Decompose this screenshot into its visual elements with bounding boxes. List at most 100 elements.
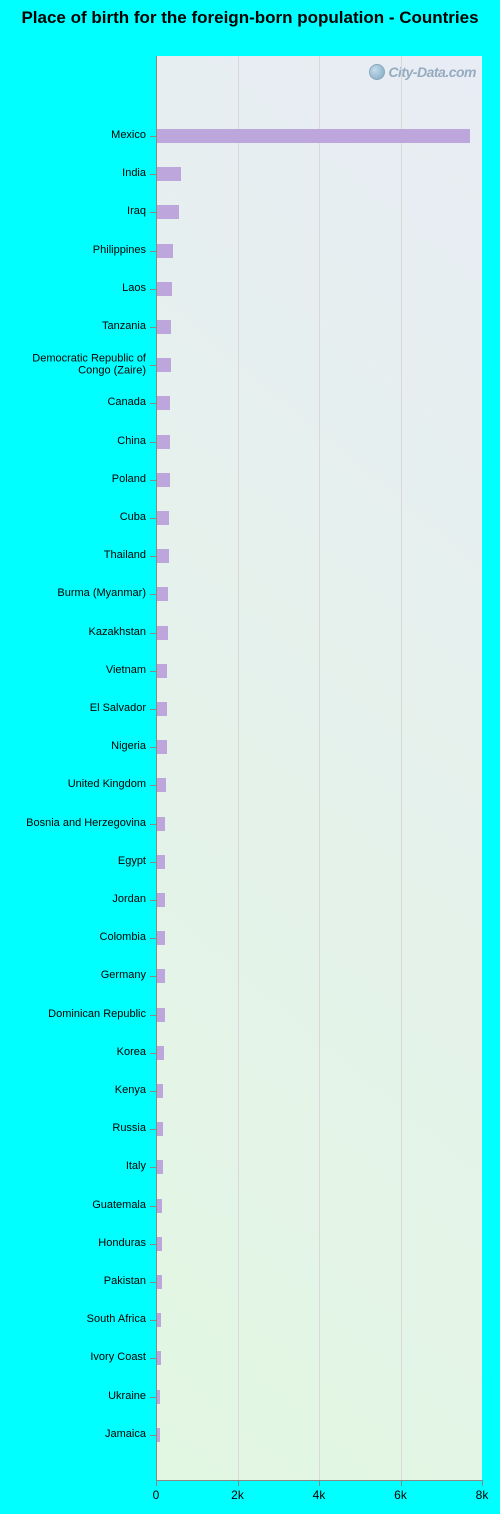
y-tick <box>150 1129 156 1130</box>
y-tick <box>150 1358 156 1359</box>
x-tick <box>238 1480 239 1486</box>
x-tick <box>319 1480 320 1486</box>
y-tick <box>150 671 156 672</box>
y-tick-label: Egypt <box>6 856 146 868</box>
y-tick <box>150 1435 156 1436</box>
y-tick-label: Poland <box>6 474 146 486</box>
chart-container: City-Data.com 0 2k 4k 6k 8k Mexico India Iraq Ph… <box>0 0 500 1514</box>
y-tick-label: Jordan <box>6 894 146 906</box>
y-tick-label: Korea <box>6 1047 146 1059</box>
y-tick <box>150 938 156 939</box>
y-tick <box>150 1053 156 1054</box>
bar <box>156 129 470 143</box>
bar <box>156 205 179 219</box>
y-tick <box>150 251 156 252</box>
y-tick <box>150 976 156 977</box>
bar <box>156 1008 165 1022</box>
bar <box>156 1084 163 1098</box>
y-tick-label: Ukraine <box>6 1391 146 1403</box>
y-tick-label: Cuba <box>6 512 146 524</box>
y-tick <box>150 136 156 137</box>
y-tick-label: Colombia <box>6 932 146 944</box>
y-axis-line <box>156 56 157 1480</box>
y-tick <box>150 518 156 519</box>
bar <box>156 817 165 831</box>
y-tick-label: India <box>6 168 146 180</box>
y-tick-label: Honduras <box>6 1238 146 1250</box>
x-tick <box>401 1480 402 1486</box>
bar <box>156 396 170 410</box>
bar <box>156 167 181 181</box>
y-tick <box>150 862 156 863</box>
y-tick-label: Philippines <box>6 245 146 257</box>
bar <box>156 549 169 563</box>
x-tick-label: 4k <box>313 1488 326 1502</box>
y-tick <box>150 1091 156 1092</box>
x-tick-label: 6k <box>394 1488 407 1502</box>
bar <box>156 320 171 334</box>
x-tick-label: 0 <box>153 1488 160 1502</box>
bar <box>156 702 167 716</box>
gridline <box>238 56 239 1480</box>
y-tick-label: Kazakhstan <box>6 627 146 639</box>
y-tick <box>150 1206 156 1207</box>
gridline <box>319 56 320 1480</box>
y-tick-label: Nigeria <box>6 741 146 753</box>
x-tick <box>482 1480 483 1486</box>
y-tick <box>150 747 156 748</box>
bar <box>156 282 172 296</box>
bar <box>156 358 171 372</box>
y-tick-label: Italy <box>6 1162 146 1174</box>
y-tick-label: Bosnia and Herzegovina <box>6 818 146 830</box>
y-tick <box>150 442 156 443</box>
y-tick-label: Dominican Republic <box>6 1009 146 1021</box>
y-tick-label: El Salvador <box>6 703 146 715</box>
bar <box>156 969 165 983</box>
y-tick <box>150 212 156 213</box>
y-tick <box>150 403 156 404</box>
y-tick <box>150 900 156 901</box>
y-tick-label: Laos <box>6 283 146 295</box>
y-tick-label: Russia <box>6 1123 146 1135</box>
y-tick-label: United Kingdom <box>6 780 146 792</box>
y-tick-label: South Africa <box>6 1314 146 1326</box>
bar <box>156 511 169 525</box>
y-tick-label: Jamaica <box>6 1429 146 1441</box>
x-tick <box>156 1480 157 1486</box>
watermark-text: City-Data.com <box>388 64 476 80</box>
y-tick-label: Tanzania <box>6 321 146 333</box>
bar <box>156 435 170 449</box>
y-tick-label: Ivory Coast <box>6 1353 146 1365</box>
bar <box>156 473 170 487</box>
y-tick-label: Canada <box>6 398 146 410</box>
y-tick-label: Democratic Republic of Congo (Zaire) <box>6 354 146 377</box>
plot-area: City-Data.com <box>156 56 482 1480</box>
bar <box>156 1122 163 1136</box>
y-tick <box>150 174 156 175</box>
y-tick-label: Guatemala <box>6 1200 146 1212</box>
y-tick-label: Mexico <box>6 130 146 142</box>
bar <box>156 587 168 601</box>
globe-icon <box>369 64 385 80</box>
bar <box>156 931 165 945</box>
bar <box>156 893 165 907</box>
y-tick-label: Thailand <box>6 550 146 562</box>
y-tick-label: Germany <box>6 971 146 983</box>
bar <box>156 244 173 258</box>
x-tick-label: 8k <box>476 1488 489 1502</box>
y-tick <box>150 327 156 328</box>
watermark: City-Data.com <box>369 64 476 80</box>
y-tick <box>150 1167 156 1168</box>
x-tick-label: 2k <box>231 1488 244 1502</box>
y-tick <box>150 824 156 825</box>
y-tick-label: Iraq <box>6 207 146 219</box>
bar <box>156 778 166 792</box>
y-tick <box>150 785 156 786</box>
y-tick <box>150 1320 156 1321</box>
bar <box>156 626 168 640</box>
y-tick <box>150 1015 156 1016</box>
y-tick <box>150 633 156 634</box>
y-tick-label: Vietnam <box>6 665 146 677</box>
y-tick-label: China <box>6 436 146 448</box>
y-tick <box>150 289 156 290</box>
